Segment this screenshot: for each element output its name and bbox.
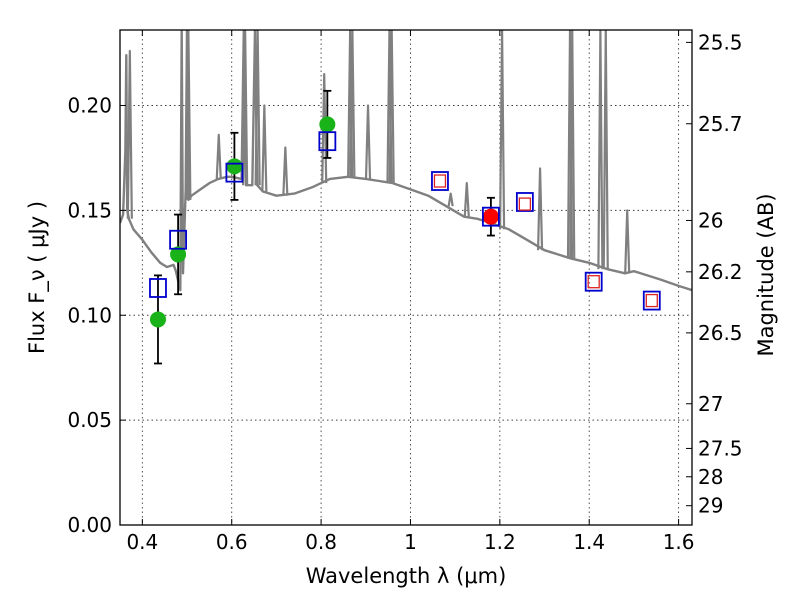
emission-line [388, 30, 395, 184]
y2-tick-label: 26 [698, 208, 723, 232]
model-square [149, 278, 167, 298]
emission-line [569, 30, 576, 259]
y2-tick-label: 27 [698, 392, 723, 416]
emission-line [215, 133, 222, 179]
emission-line [602, 30, 609, 270]
emission-line [282, 146, 289, 196]
x-tick-label: 1.4 [573, 530, 605, 554]
data-point [226, 158, 243, 175]
y2-tick-label: 29 [698, 494, 723, 518]
model-inner-square [518, 197, 532, 211]
emission-line [254, 30, 261, 186]
y2-axis-label: Magnitude (AB) [754, 193, 778, 356]
y2-tick-label: 26.5 [698, 321, 743, 345]
emission-line [536, 167, 544, 251]
y-tick-label: 0.10 [67, 303, 112, 327]
emission-line [349, 30, 356, 177]
y-tick-label: 0.15 [67, 198, 112, 222]
grid [120, 30, 692, 526]
emission-line [321, 72, 328, 184]
y-tick-label: 0.00 [67, 513, 112, 537]
data-point [170, 246, 187, 263]
emission-line [261, 104, 268, 192]
emission-line [597, 30, 604, 270]
y2-tick-label: 25.5 [698, 30, 743, 54]
x-tick-label: 1.6 [663, 530, 695, 554]
x-tick-label: 0.8 [305, 530, 337, 554]
x-tick-label: 0.4 [126, 530, 158, 554]
model-square [318, 131, 337, 152]
model-inner-square [645, 293, 658, 308]
x-axis-label: Wavelength λ (μm) [306, 564, 507, 588]
emission-line [185, 30, 192, 200]
x-tick-label: 1 [404, 530, 417, 554]
emission-line [463, 182, 470, 217]
data-point [482, 208, 499, 225]
model-square [431, 171, 449, 191]
x-tick-label: 0.6 [216, 530, 248, 554]
x-tick-label: 1.2 [484, 530, 516, 554]
model-square [642, 290, 661, 311]
model-square [482, 206, 500, 227]
y-tick-label: 0.20 [67, 94, 112, 118]
data-point [149, 311, 166, 328]
model-square [169, 229, 187, 250]
emission-line [126, 49, 133, 219]
model-spectrum [120, 30, 692, 292]
data-point [319, 116, 336, 133]
model-square [584, 271, 603, 292]
y-axis-label: Flux F_ν ( μJy ) [25, 201, 50, 354]
emission-line [498, 30, 506, 230]
model-square [515, 192, 534, 212]
y2-tick-label: 28 [698, 465, 723, 489]
emission-line [242, 30, 249, 186]
plot-frame [119, 29, 693, 526]
model-inner-square [433, 174, 447, 188]
y2-tick-label: 26.2 [698, 260, 743, 284]
emission-line [364, 104, 372, 179]
model-inner-square [587, 275, 600, 289]
model-square [225, 162, 244, 183]
emission-line [624, 209, 631, 274]
y2-tick-label: 25.7 [698, 112, 743, 136]
y-tick-label: 0.05 [67, 408, 112, 432]
axes: 0.4 0.6 0.8 1 1.2 1.4 1.6 0.00 0.05 0.10 0.15 0.20 2… [67, 30, 743, 554]
emission-line [447, 192, 454, 207]
photometry-points [149, 89, 661, 365]
y2-tick-label: 27.5 [698, 436, 743, 460]
